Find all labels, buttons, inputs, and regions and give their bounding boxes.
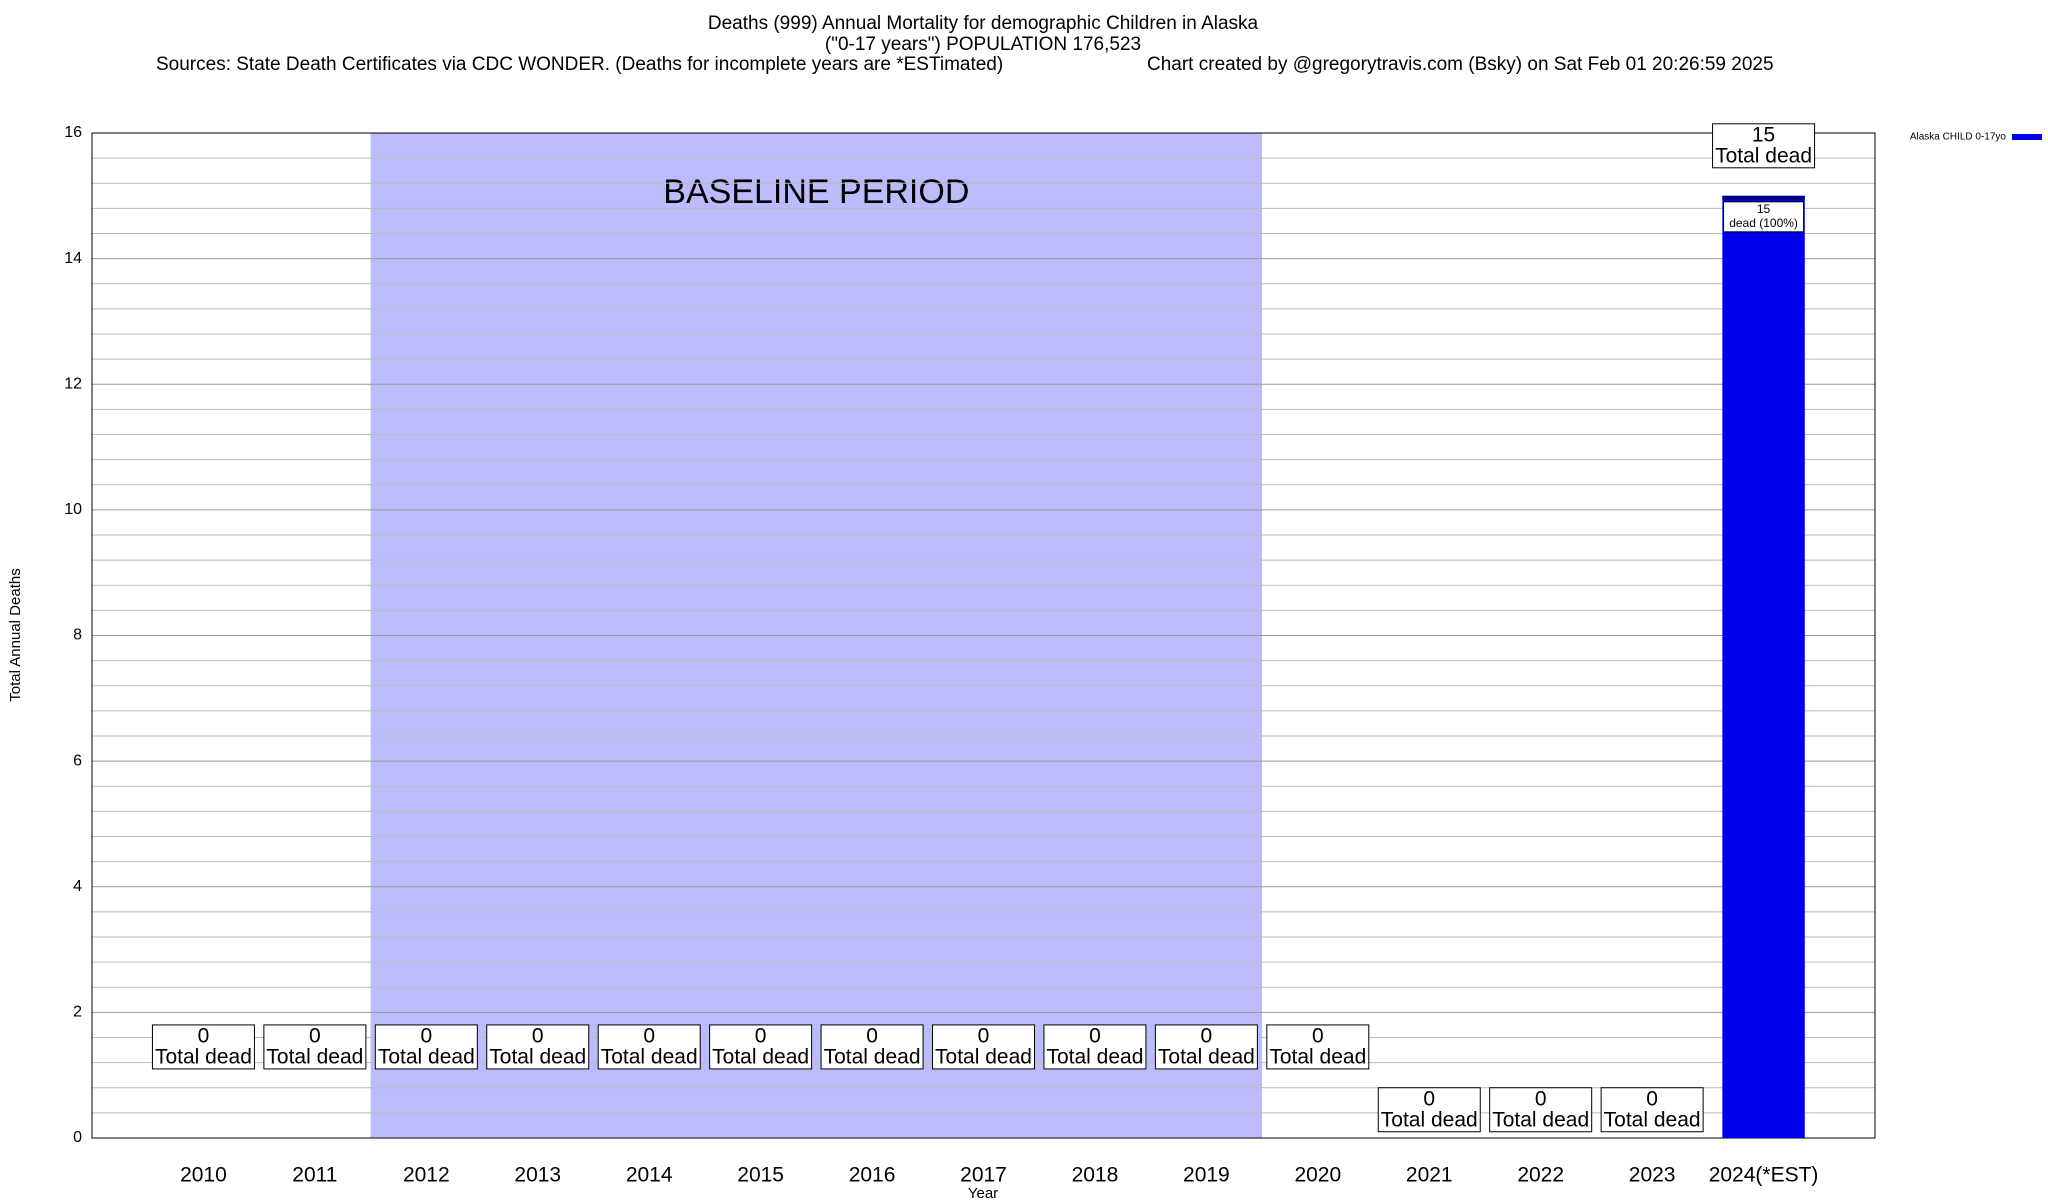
total-value: 0	[309, 1024, 321, 1047]
x-tick-label: 2016	[849, 1164, 896, 1187]
total-value: 0	[1312, 1024, 1324, 1047]
y-tick-label: 16	[64, 124, 82, 141]
total-value: 0	[1535, 1087, 1547, 1110]
x-tick-label: 2018	[1072, 1164, 1119, 1187]
y-tick-label: 2	[73, 1004, 82, 1021]
total-label-box	[709, 1024, 813, 1070]
y-tick-label: 12	[64, 375, 82, 392]
segment-label: dead (100%)	[1729, 216, 1798, 230]
total-label-box	[1489, 1087, 1593, 1133]
total-label-box	[1377, 1087, 1481, 1133]
total-value: 0	[978, 1024, 990, 1047]
y-tick-label: 4	[73, 878, 82, 895]
total-value: 0	[1646, 1087, 1658, 1110]
total-label: Total dead	[601, 1045, 698, 1068]
total-label: Total dead	[489, 1045, 586, 1068]
x-tick-label: 2022	[1517, 1164, 1564, 1187]
x-tick-label: 2012	[403, 1164, 450, 1187]
total-label: Total dead	[378, 1045, 475, 1068]
total-label: Total dead	[1604, 1108, 1701, 1131]
y-tick-label: 10	[64, 501, 82, 518]
total-label-box	[820, 1024, 924, 1070]
total-label: Total dead	[712, 1045, 809, 1068]
x-tick-label: 2020	[1294, 1164, 1341, 1187]
chart-title: Deaths (999) Annual Mortality for demogr…	[708, 13, 1259, 34]
total-label-box	[597, 1024, 701, 1070]
total-label-box	[374, 1024, 478, 1070]
total-value: 0	[643, 1024, 655, 1047]
y-tick-label: 8	[73, 627, 82, 644]
total-label: Total dead	[1269, 1045, 1366, 1068]
total-label-box	[1712, 123, 1816, 169]
baseline-label: BASELINE PERIOD	[663, 173, 969, 211]
y-tick-label: 0	[73, 1129, 82, 1146]
total-value: 0	[866, 1024, 878, 1047]
total-label: Total dead	[1158, 1045, 1255, 1068]
total-value: 0	[420, 1024, 432, 1047]
total-value: 0	[532, 1024, 544, 1047]
x-tick-label: 2021	[1406, 1164, 1453, 1187]
total-label-box	[1154, 1024, 1258, 1070]
total-label: Total dead	[824, 1045, 921, 1068]
total-label-box	[151, 1024, 255, 1070]
total-label: Total dead	[935, 1045, 1032, 1068]
x-tick-label: 2024(*EST)	[1709, 1164, 1819, 1187]
total-label-box	[486, 1024, 590, 1070]
total-label-box	[1266, 1024, 1370, 1070]
total-label: Total dead	[266, 1045, 363, 1068]
y-axis-label: Total Annual Deaths	[7, 568, 24, 701]
bar	[1722, 195, 1805, 1138]
total-label-box	[1043, 1024, 1147, 1070]
total-value: 0	[198, 1024, 210, 1047]
x-tick-label: 2017	[960, 1164, 1007, 1187]
segment-value: 15	[1757, 202, 1771, 216]
x-tick-label: 2011	[292, 1164, 337, 1187]
total-value: 0	[1201, 1024, 1213, 1047]
credit: Chart created by @gregorytravis.com (Bsk…	[1147, 54, 1774, 75]
plot-frame	[91, 132, 1876, 1139]
total-label: Total dead	[1492, 1108, 1589, 1131]
total-value: 0	[1089, 1024, 1101, 1047]
total-label: Total dead	[1381, 1108, 1478, 1131]
x-tick-label: 2023	[1629, 1164, 1676, 1187]
bar-top	[1722, 195, 1805, 200]
y-tick-label: 6	[73, 752, 82, 769]
segment-label-box	[1723, 201, 1805, 233]
chart-subtitle: ("0-17 years") POPULATION 176,523	[825, 34, 1141, 55]
x-axis-label: Year	[968, 1185, 998, 1200]
x-tick-label: 2010	[180, 1164, 227, 1187]
total-label-box	[263, 1024, 367, 1070]
total-label: Total dead	[155, 1045, 252, 1068]
x-tick-label: 2019	[1183, 1164, 1230, 1187]
x-tick-label: 2013	[514, 1164, 561, 1187]
legend-label: Alaska CHILD 0-17yo	[1910, 132, 2007, 143]
total-label-box	[1600, 1087, 1704, 1133]
y-tick-label: 14	[64, 250, 82, 267]
x-tick-label: 2015	[737, 1164, 784, 1187]
x-tick-label: 2014	[626, 1164, 673, 1187]
sources: Sources: State Death Certificates via CD…	[156, 54, 1003, 75]
legend-swatch	[2012, 134, 2042, 140]
total-label-box	[932, 1024, 1035, 1070]
total-value: 15	[1752, 123, 1775, 146]
total-label: Total dead	[1715, 144, 1812, 167]
total-value: 0	[1423, 1087, 1435, 1110]
total-label: Total dead	[1046, 1045, 1143, 1068]
total-value: 0	[755, 1024, 767, 1047]
